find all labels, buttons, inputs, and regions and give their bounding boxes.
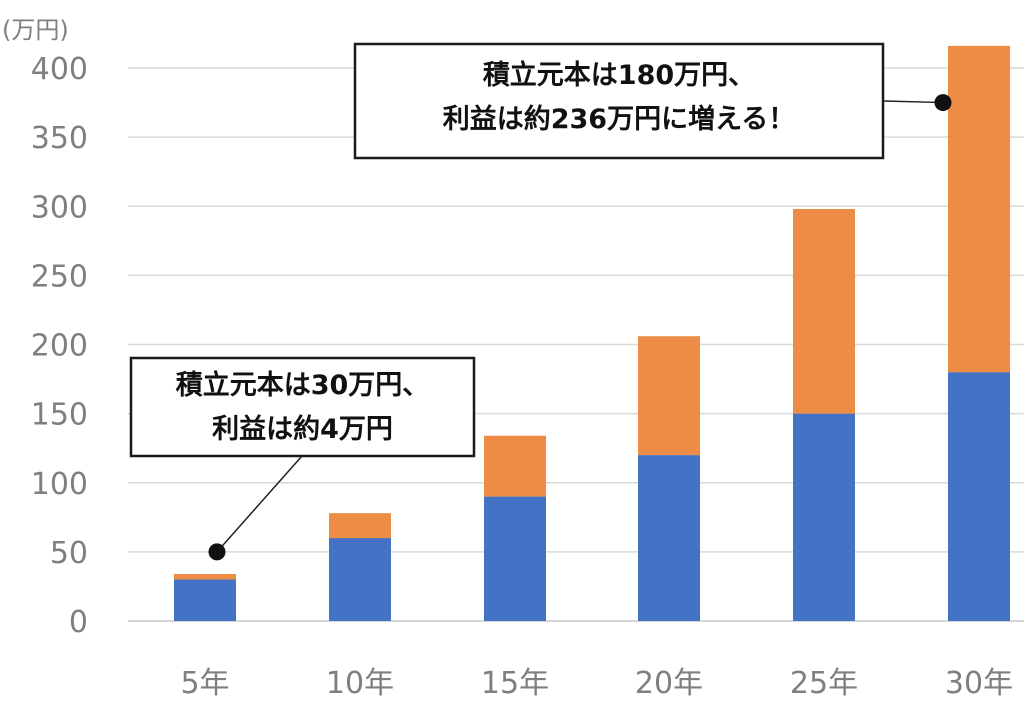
- callout-dot: [208, 543, 226, 561]
- y-axis-unit-label: (万円): [2, 16, 69, 44]
- y-tick-label: 150: [31, 398, 88, 433]
- bar-segment-blue: [638, 455, 700, 621]
- callout-box: [129, 356, 476, 458]
- y-tick-label: 300: [31, 190, 88, 225]
- bar-segment-blue: [174, 579, 236, 621]
- callouts: 積立元本は30万円、利益は約4万円 積立元本は180万円、利益は約236万円に増え…: [129, 42, 952, 561]
- bar-segment-blue: [793, 413, 855, 621]
- callout-leader-line: [216, 455, 303, 553]
- callout-text-line: 積立元本は180万円、: [483, 59, 755, 91]
- y-tick-label: 0: [69, 605, 88, 640]
- y-tick-label: 200: [31, 329, 88, 364]
- bar-segment-orange: [484, 435, 546, 497]
- bar-segment-orange: [174, 573, 236, 580]
- x-tick-label: 30年: [945, 666, 1013, 701]
- y-tick-label: 250: [31, 259, 88, 294]
- bar-segment-blue: [484, 496, 546, 621]
- callout-text-line: 積立元本は30万円、: [176, 369, 430, 401]
- x-tick-label: 20年: [635, 666, 703, 701]
- x-tick-label: 25年: [790, 666, 858, 701]
- x-axis-tick-labels: 5年 10年 15年 20年 25年 30年: [180, 666, 1013, 701]
- x-tick-label: 10年: [326, 666, 394, 701]
- bars: [174, 45, 1010, 621]
- y-tick-label: 400: [31, 52, 88, 87]
- callout-text-line: 利益は約4万円: [212, 413, 393, 445]
- bar-segment-orange: [329, 513, 391, 539]
- callout-leader-line: [882, 100, 944, 104]
- callout-box: [353, 42, 885, 160]
- bar-segment-blue: [948, 372, 1010, 621]
- y-tick-label: 50: [50, 536, 88, 571]
- x-tick-label: 15年: [481, 666, 549, 701]
- callout-dot: [934, 94, 952, 112]
- callout-text-line: 利益は約236万円に増える！: [443, 103, 796, 135]
- callout-1: 積立元本は30万円、利益は約4万円: [129, 356, 476, 561]
- bar-segment-orange: [793, 209, 855, 414]
- bar-segment-orange: [638, 336, 700, 456]
- bar-segment-blue: [329, 538, 391, 621]
- callout-2: 積立元本は180万円、利益は約236万円に増える！: [353, 42, 952, 160]
- y-tick-label: 350: [31, 121, 88, 156]
- x-tick-label: 5年: [180, 666, 229, 701]
- bar-segment-orange: [948, 45, 1010, 373]
- y-tick-label: 100: [31, 467, 88, 502]
- y-axis-tick-labels: 0 50 100 150 200 250 300 350 400: [31, 52, 88, 640]
